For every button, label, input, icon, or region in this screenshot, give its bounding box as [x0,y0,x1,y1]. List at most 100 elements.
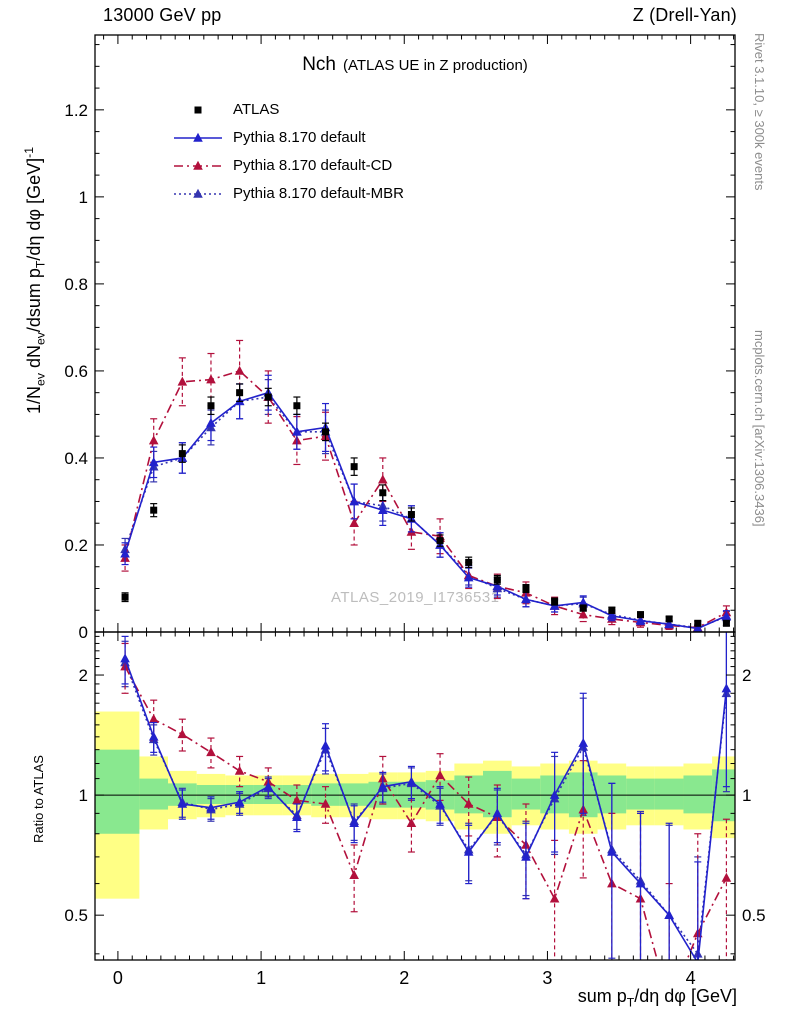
data-point [206,374,216,384]
ratio-y-axis-label: Ratio to ATLAS [31,755,46,843]
data-point [293,402,301,410]
data-point [578,597,589,607]
tick-label: 1 [742,786,751,805]
tick-label: 3 [542,968,552,988]
tick-label: 2 [742,666,751,685]
data-point [120,548,130,558]
data-point [320,798,331,808]
data-point [292,795,302,805]
data-point [721,683,732,693]
data-point [349,496,359,506]
data-point [635,615,646,625]
triangle-marker-icon [174,132,222,142]
data-point [635,878,646,888]
data-point [665,615,673,623]
data-point [521,851,531,861]
green-band-bin [139,778,169,810]
data-point [721,610,732,620]
main-series [120,339,732,632]
series-line [124,662,728,956]
data-point [207,402,215,410]
data-point [492,808,503,818]
data-point [637,611,645,619]
data-point [350,463,358,471]
data-point [549,789,560,799]
mcplots-note: mcplots.cern.ch [arXiv:1306.3436] [752,330,767,527]
tick-label: 0.4 [64,449,88,468]
data-point [263,781,274,791]
data-point [150,506,158,514]
legend-label: Pythia 8.170 default-MBR [233,185,404,202]
square-marker-icon [194,106,202,113]
data-point [694,619,702,627]
data-point [493,576,501,584]
legend-item-pythia-8-170-default-cd: Pythia 8.170 default-CD [172,156,404,175]
data-point [377,474,388,484]
data-point [322,428,330,436]
green-band-bin [683,775,713,814]
main-y-axis-label: 1/Nev dNev/dsum pT/dη dφ [GeV]-1 [22,146,48,414]
data-point [177,798,188,808]
green-band-bin [654,778,684,810]
ratio-series-3 [120,632,732,960]
data-point [696,957,700,960]
data-point [148,457,159,467]
ratio-series-1 [120,632,732,960]
series-line [124,391,727,630]
data-point [292,812,302,822]
data-point [264,393,272,401]
data-point [178,450,186,458]
data-point [177,729,188,739]
data-point [463,846,474,856]
data-point [121,593,129,601]
tick-label: 1 [256,968,266,988]
legend-label: Pythia 8.170 default [233,129,366,146]
series-line [124,666,728,960]
tick-label: 1 [79,786,88,805]
triangle-marker-icon [174,160,222,170]
data-point [120,653,130,663]
ratio-series [120,632,732,960]
data-point [435,798,445,808]
data-point [379,489,387,497]
main-series-2 [120,339,732,632]
legend-label: Pythia 8.170 default-CD [233,157,393,174]
triangle-marker-icon [174,188,222,198]
data-point [148,713,159,723]
data-point [463,572,474,582]
legend-item-atlas: ATLAS [172,100,404,119]
main-series-1 [120,374,732,632]
data-point [320,740,331,750]
main-series-3 [120,379,732,632]
data-point [406,776,417,786]
plot-title: Nch (ATLAS UE in Z production) [95,54,735,76]
tick-label: 1 [79,188,88,207]
data-point [148,731,159,741]
rivet-version-note: Rivet 3.1.10, ≥ 300k events [752,33,767,191]
tick-label: 0.5 [64,906,88,925]
tick-label: 2 [79,666,88,685]
observable-name: Nch [302,54,336,75]
series-line [124,396,727,629]
data-point [206,747,216,757]
data-point [551,598,559,606]
data-point [206,417,216,427]
analysis-name: (ATLAS UE in Z production) [343,57,528,74]
analysis-watermark: ATLAS_2019_I1736531 [331,589,500,606]
tick-label: 0 [113,968,123,988]
data-point [206,802,216,812]
data-point [435,770,445,780]
data-point [349,869,359,879]
data-point [234,765,245,775]
data-point [407,511,415,519]
data-point [377,781,388,791]
tick-label: 1.2 [64,101,88,120]
tick-label: 0.2 [64,536,88,555]
data-point [236,389,244,397]
legend-item-pythia-8-170-default-mbr: Pythia 8.170 default-MBR [172,184,404,203]
tick-label: 0.8 [64,275,88,294]
data-point [465,558,473,566]
data-point [664,618,674,628]
